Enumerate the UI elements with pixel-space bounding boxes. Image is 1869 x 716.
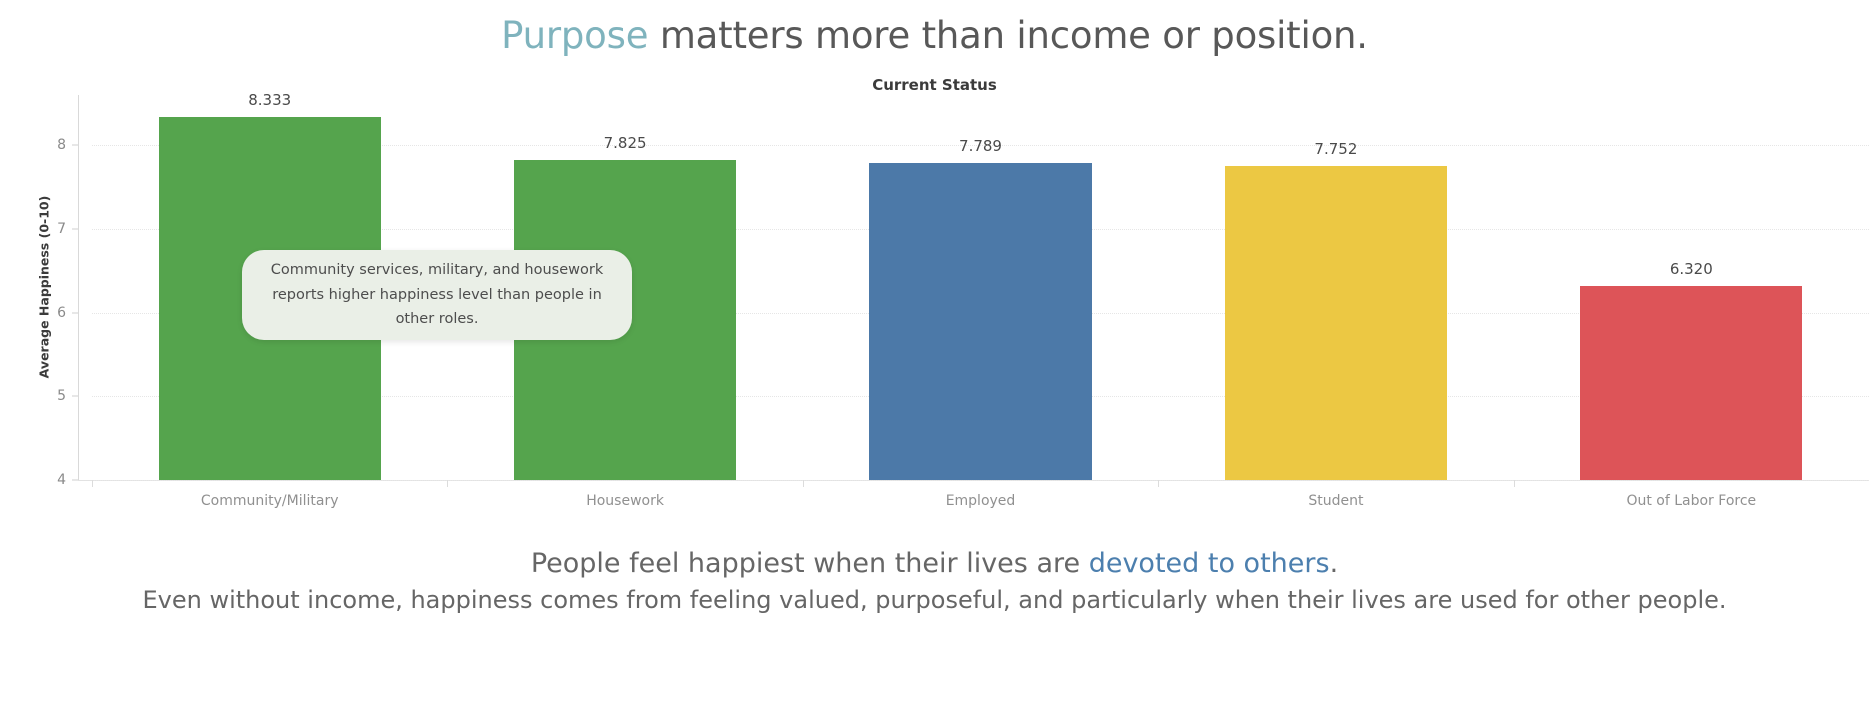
bar[interactable]: 6.320 bbox=[1580, 260, 1803, 480]
headline-rest: matters more than income or position. bbox=[648, 14, 1368, 57]
x-tick-label: Out of Labor Force bbox=[1626, 493, 1757, 509]
bar-value-label: 8.333 bbox=[248, 91, 292, 110]
x-tick-mark bbox=[1513, 480, 1515, 487]
y-axis-line bbox=[78, 95, 79, 480]
y-tick-mark bbox=[72, 395, 78, 397]
bar-value-label: 7.789 bbox=[959, 136, 1002, 155]
plot-region: Average Happiness (0-10) 4 5 6 7 8 8.333 7.82… bbox=[37, 91, 1869, 509]
caption-line1-post: . bbox=[1329, 548, 1339, 579]
x-tick-mark bbox=[802, 480, 804, 487]
x-tick-label: Employed bbox=[945, 493, 1016, 509]
headline-accent: Purpose bbox=[501, 14, 649, 57]
x-tick-label: Student bbox=[1308, 493, 1364, 509]
bar[interactable]: 7.752 bbox=[1224, 140, 1447, 480]
chart-area: Average Happiness (0-10) 4 5 6 7 8 8.333 7.82… bbox=[0, 91, 1869, 535]
bar-value-label: 7.825 bbox=[603, 133, 647, 152]
caption-line-1: People feel happiest when their lives ar… bbox=[0, 548, 1869, 579]
x-tick-mark bbox=[92, 480, 93, 487]
annotation-text: Community services, military, and housew… bbox=[270, 261, 604, 328]
x-tick-label: Community/Military bbox=[200, 493, 339, 509]
x-tick-mark bbox=[447, 480, 449, 487]
bar-value-label: 6.320 bbox=[1669, 259, 1713, 278]
y-tick-mark bbox=[72, 144, 78, 146]
y-tick-label: 5 bbox=[57, 388, 66, 405]
gridline bbox=[92, 145, 1869, 147]
y-tick-label: 6 bbox=[57, 304, 66, 321]
y-tick-label: 7 bbox=[57, 220, 66, 237]
x-tick-label: Housework bbox=[586, 493, 664, 509]
caption-line-2: Even without income, happiness comes fro… bbox=[142, 586, 1727, 614]
y-tick-mark bbox=[72, 228, 78, 230]
annotation-callout: Community services, military, and housew… bbox=[242, 250, 632, 340]
bar[interactable]: 7.789 bbox=[869, 137, 1092, 480]
caption-line1-pre: People feel happiest when their lives ar… bbox=[530, 548, 1089, 579]
gridline bbox=[92, 480, 1869, 481]
y-tick-mark bbox=[72, 479, 78, 481]
page-title: Purpose matters more than income or posi… bbox=[0, 14, 1869, 57]
y-tick-mark bbox=[72, 312, 78, 314]
x-tick-mark bbox=[1158, 480, 1160, 487]
bar-value-label: 7.752 bbox=[1314, 139, 1358, 158]
y-tick-label: 4 bbox=[57, 472, 66, 488]
y-axis-label: Average Happiness (0-10) bbox=[36, 195, 52, 379]
chart-title: Current Status bbox=[872, 76, 997, 94]
caption-line1-accent: devoted to others bbox=[1088, 548, 1330, 579]
y-tick-label: 8 bbox=[57, 137, 66, 154]
